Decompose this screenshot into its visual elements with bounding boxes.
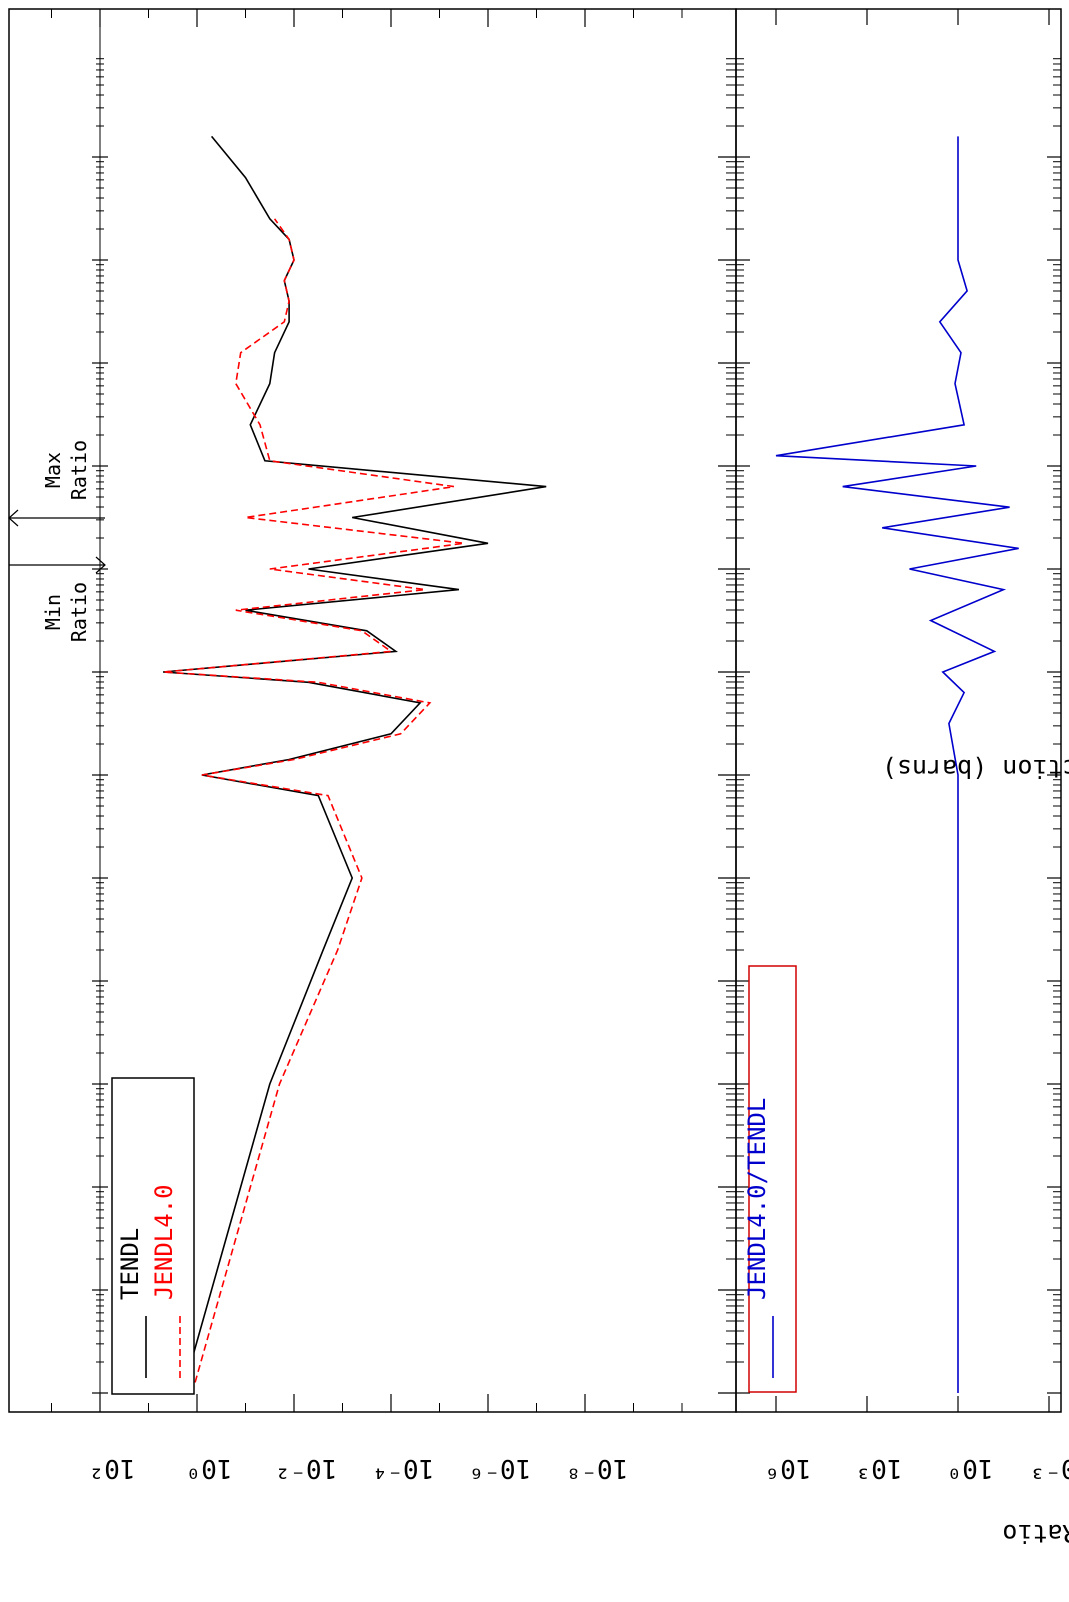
cross-section-panel: 10² 10⁰ 10⁻² 10⁻⁴ 10⁻⁶ 10⁻⁸ Cross Section (ba… <box>8 8 1069 1483</box>
max-ratio-label-line: Max <box>41 452 65 488</box>
min-ratio-arrow-icon <box>95 556 106 574</box>
ratio-y-tick-label: 10⁶ <box>765 1453 812 1483</box>
cross-section-y-tick-label: 10⁻⁴ <box>372 1453 435 1483</box>
cross-section-series <box>163 135 547 1394</box>
energy-x-ticks-top-panel <box>92 9 736 1412</box>
ratio-y-tick-label: 10⁰ <box>947 1453 994 1483</box>
cross-section-y-tick-label: 10⁻² <box>275 1453 338 1483</box>
ratio-legend-label: JENDL4.0/TENDL <box>743 1098 771 1300</box>
cross-section-y-tick-labels: 10² 10⁰ 10⁻² 10⁻⁴ 10⁻⁶ 10⁻⁸ <box>89 1453 629 1483</box>
energy-x-ticks-ratio-panel <box>736 58 1061 1394</box>
legend-label-0: TENDL <box>116 1228 144 1300</box>
cross-section-y-tick-label: 10⁰ <box>186 1453 233 1483</box>
cross-section-y-tick-label: 10² <box>89 1453 136 1483</box>
cross-section-y-axis-label: Cross Section (barns) <box>882 754 1069 783</box>
legend-label-1: JENDL4.0 <box>150 1184 178 1300</box>
series-line-ratio <box>775 136 1019 1393</box>
series-line-tendl <box>163 135 547 1394</box>
series-line-jendl4-0 <box>163 218 464 1394</box>
max-ratio-label: Max Ratio <box>41 440 91 500</box>
ratio-series <box>775 136 1019 1393</box>
ratio-legend: JENDL4.0/TENDL <box>743 965 797 1393</box>
min-ratio-label-line: Ratio <box>67 582 91 642</box>
ratio-y-tick-label: 10³ <box>856 1453 903 1483</box>
ratio-y-axis-label: Ratio <box>1002 1519 1069 1548</box>
cross-section-y-tick-label: 10⁻⁸ <box>566 1453 629 1483</box>
ratio-panel: 10⁶ 10³ 10⁰ 10⁻³ Ratio JENDL4.0/TENDL <box>735 8 1069 1548</box>
min-ratio-label-line: Min <box>41 594 65 630</box>
max-ratio-label-line: Ratio <box>67 440 91 500</box>
ratio-plot-frame <box>735 8 1062 1413</box>
max-ratio-arrow-icon <box>8 509 19 527</box>
cross-section-y-tick-label: 10⁻⁶ <box>469 1453 532 1483</box>
ratio-y-ticks <box>775 9 1050 1412</box>
cross-section-legend: TENDL JENDL4.0 <box>111 1077 195 1395</box>
min-ratio-label: Min Ratio <box>41 582 91 642</box>
ratio-y-tick-labels: 10⁶ 10³ 10⁰ 10⁻³ <box>765 1453 1069 1483</box>
ratio-y-tick-label: 10⁻³ <box>1030 1453 1069 1483</box>
